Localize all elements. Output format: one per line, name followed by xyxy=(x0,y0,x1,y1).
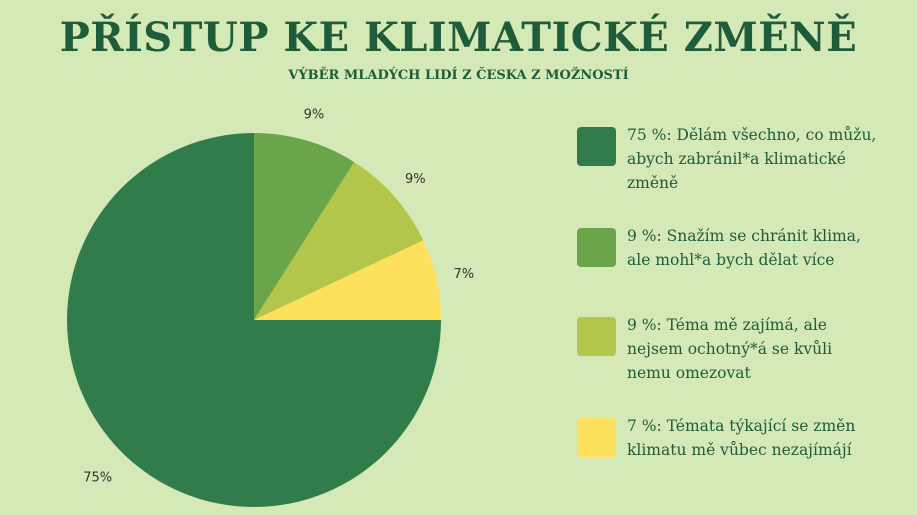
legend-item-3: 9 %: Téma mě zajímá, ale nejsem ochotný*… xyxy=(577,316,877,385)
slice-data-label-4: 7% xyxy=(454,267,475,282)
chart-title: PŘÍSTUP KE KLIMATICKÉ ZMĚNĚ xyxy=(59,14,858,61)
legend-item-1: 75 %: Dělám všechno, co můžu, abych zabr… xyxy=(577,126,877,195)
slice-data-label-2: 9% xyxy=(304,108,325,123)
chart-subtitle: VÝBĚR MLADÝCH LIDÍ Z ČESKA Z MOŽNOSTÍ xyxy=(288,68,629,83)
legend-item-2: 9 %: Snažím se chránit klima, ale mohl*a… xyxy=(577,227,877,272)
legend-label-3: 9 %: Téma mě zajímá, ale nejsem ochotný*… xyxy=(627,316,833,382)
legend-swatch-4 xyxy=(577,418,616,457)
legend-swatch-1 xyxy=(577,127,616,166)
pie-slice-4 xyxy=(254,240,441,320)
legend-label-2: 9 %: Snažím se chránit klima, ale mohl*a… xyxy=(627,227,861,269)
legend-label-1: 75 %: Dělám všechno, co můžu, abych zabr… xyxy=(627,126,877,192)
slice-data-label-1: 75% xyxy=(83,470,112,485)
pie-slice-3 xyxy=(254,162,424,320)
legend-item-4: 7 %: Témata týkající se změn klimatu mě … xyxy=(577,417,877,462)
legend-swatch-3 xyxy=(577,317,616,356)
slice-data-label-3: 9% xyxy=(405,172,426,187)
legend-label-4: 7 %: Témata týkající se změn klimatu mě … xyxy=(627,417,856,459)
legend-swatch-2 xyxy=(577,228,616,267)
pie-slice-2 xyxy=(254,133,355,320)
